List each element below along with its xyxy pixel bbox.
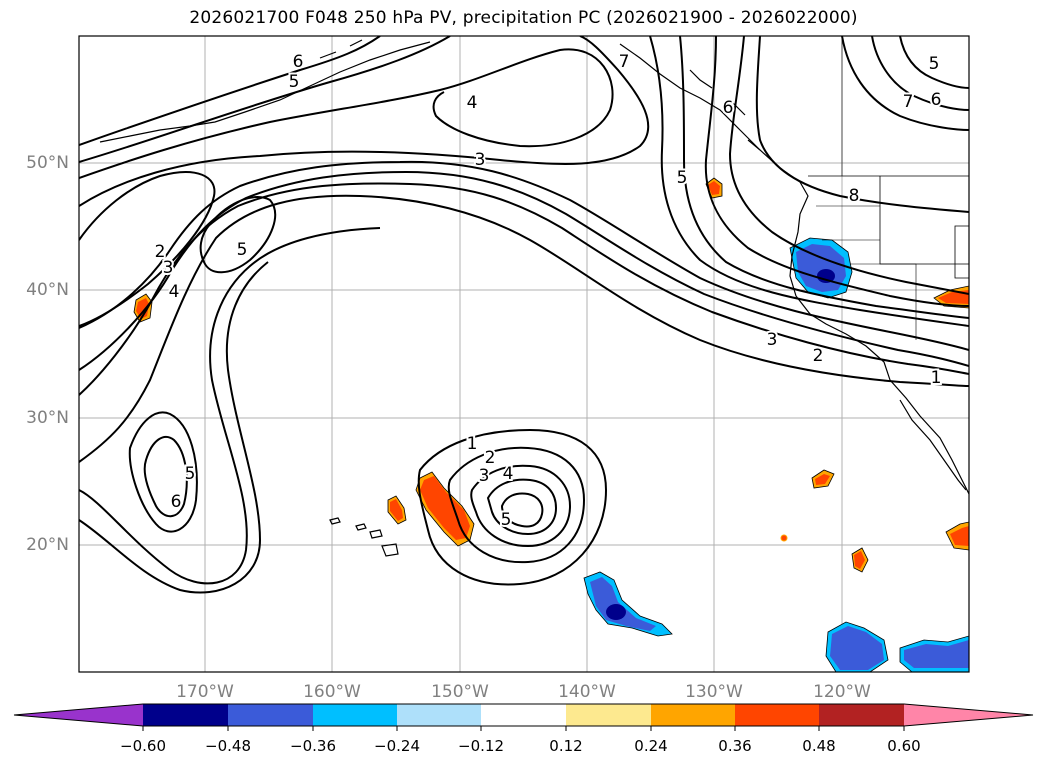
latitude-labels: 50°N 40°N 30°N 20°N xyxy=(26,153,69,555)
precip-positive-area xyxy=(136,298,149,319)
precip-positive-area xyxy=(854,551,865,569)
colorbar-segment xyxy=(819,704,904,726)
coastlines xyxy=(99,36,969,557)
contour-label: 1 xyxy=(931,368,942,388)
colorbar-tick-label: −0.60 xyxy=(120,737,166,755)
pv-contours xyxy=(79,36,969,594)
contour-label: 5 xyxy=(185,464,196,484)
contour-label: 3 xyxy=(479,466,490,486)
contour-label: 3 xyxy=(163,258,174,278)
contour-label: 2 xyxy=(155,242,166,262)
contour-label: 5 xyxy=(501,510,512,530)
contour-label: 4 xyxy=(169,282,180,302)
precip-positive-area xyxy=(390,499,403,521)
colorbar-tick-label: −0.36 xyxy=(290,737,336,755)
precip-positive-area xyxy=(780,534,788,542)
colorbar-ticks xyxy=(142,726,905,731)
contour-label: 3 xyxy=(475,150,486,170)
colorbar-tick-label: 0.48 xyxy=(802,737,835,755)
colorbar-tick-label: 0.12 xyxy=(549,737,582,755)
lat-label-30n: 30°N xyxy=(26,408,69,428)
colorbar-segment xyxy=(566,704,651,726)
colorbar-tick-label: −0.12 xyxy=(458,737,504,755)
lat-label-20n: 20°N xyxy=(26,535,69,555)
contour-label: 5 xyxy=(289,72,300,92)
contour-label: 1 xyxy=(467,434,478,454)
contour-label: 6 xyxy=(931,90,942,110)
colorbar-segment xyxy=(228,704,313,726)
precip-positive-area xyxy=(420,476,470,540)
contour-label: 6 xyxy=(293,52,304,72)
contour-label: 4 xyxy=(467,93,478,113)
contour-label: 8 xyxy=(849,186,860,206)
lon-label-170w: 170°W xyxy=(176,682,234,702)
lon-label-140w: 140°W xyxy=(558,682,616,702)
contour-label: 2 xyxy=(485,448,496,468)
colorbar: −0.60 −0.48 −0.36 −0.24 −0.12 0.12 0.24 … xyxy=(13,703,1034,755)
colorbar-extend-high xyxy=(904,704,1033,726)
lat-label-40n: 40°N xyxy=(26,280,69,300)
contour-label: 5 xyxy=(929,54,940,74)
lon-label-120w: 120°W xyxy=(813,682,871,702)
colorbar-tick-label: 0.60 xyxy=(887,737,920,755)
map-frame xyxy=(78,35,970,673)
precip-negative-area xyxy=(904,640,969,668)
colorbar-tick-label: −0.48 xyxy=(205,737,251,755)
contour-label: 7 xyxy=(903,92,914,112)
colorbar-segment xyxy=(397,704,481,726)
colorbar-tick-label: 0.36 xyxy=(718,737,751,755)
contour-label: 6 xyxy=(171,492,182,512)
precip-positive-area xyxy=(815,474,830,485)
contour-label: 5 xyxy=(237,240,248,260)
precip-positive-area xyxy=(950,526,969,546)
precip-positive-area xyxy=(708,181,720,195)
colorbar-segment xyxy=(313,704,397,726)
precip-negative-area xyxy=(796,244,846,292)
map-area xyxy=(79,36,969,672)
contour-label: 2 xyxy=(813,346,824,366)
lat-label-50n: 50°N xyxy=(26,153,69,173)
longitude-labels: 170°W 160°W 150°W 140°W 130°W 120°W xyxy=(176,682,871,702)
precip-negative-area xyxy=(830,626,884,670)
colorbar-segment xyxy=(735,704,819,726)
lon-label-160w: 160°W xyxy=(303,682,361,702)
colorbar-extend-low xyxy=(14,704,143,726)
lon-label-130w: 130°W xyxy=(685,682,743,702)
map-title: 2026021700 F048 250 hPa PV, precipitatio… xyxy=(189,8,858,28)
colorbar-segment xyxy=(651,704,735,726)
colorbar-tick-label: 0.24 xyxy=(634,737,667,755)
contour-label: 4 xyxy=(503,464,514,484)
contour-label: 7 xyxy=(619,52,630,72)
contour-label: 5 xyxy=(677,168,688,188)
contour-label: 3 xyxy=(767,330,778,350)
colorbar-tick-label: −0.24 xyxy=(374,737,420,755)
precip-negative-area xyxy=(590,577,656,631)
colorbar-segment xyxy=(143,704,228,726)
colorbar-tick-labels: −0.60 −0.48 −0.36 −0.24 −0.12 0.12 0.24 … xyxy=(120,737,921,755)
precip-negative-area xyxy=(606,604,626,620)
colorbar-segment xyxy=(481,704,566,726)
lon-label-150w: 150°W xyxy=(431,682,489,702)
precipitation-shading xyxy=(133,177,969,672)
contour-label: 6 xyxy=(723,98,734,118)
contour-labels: 6 5 4 3 7 6 5 8 7 6 5 2 3 4 5 5 6 3 2 1 … xyxy=(153,50,944,532)
